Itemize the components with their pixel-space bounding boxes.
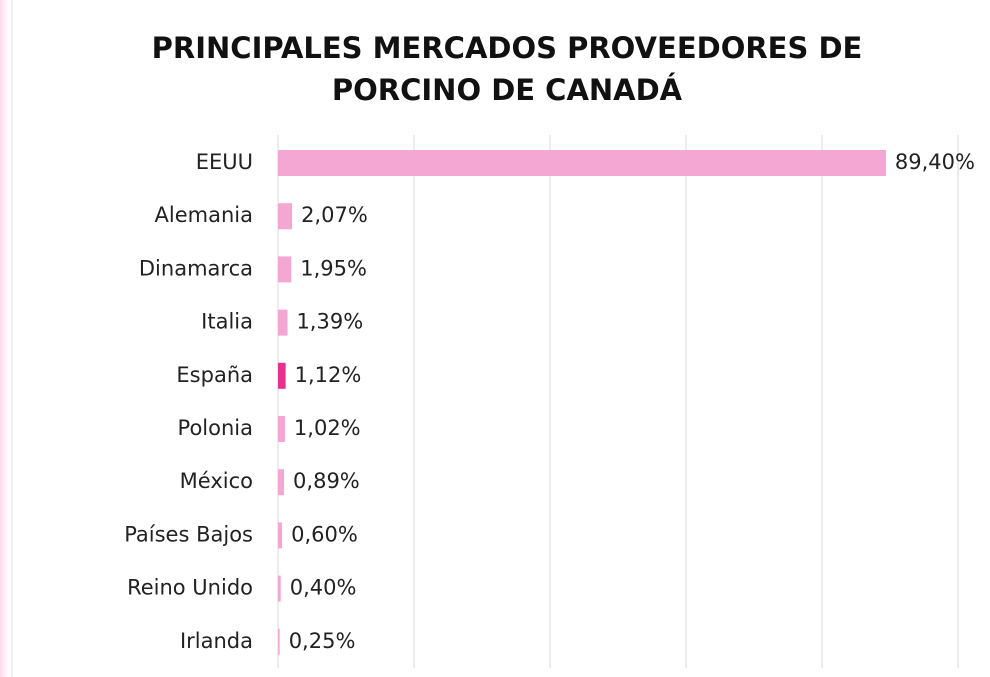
y-tick-label: España (176, 363, 253, 387)
y-tick-label: EEUU (196, 150, 253, 174)
y-tick-label: México (180, 469, 253, 493)
data-label: 1,39% (296, 310, 363, 334)
bar (278, 256, 292, 283)
bar (278, 416, 285, 442)
data-label: 1,02% (294, 416, 361, 440)
chart-title: PRINCIPALES MERCADOS PROVEEDORES DE (152, 31, 863, 65)
bar (278, 575, 281, 602)
data-label: 0,60% (291, 522, 358, 546)
data-label: 1,12% (295, 363, 362, 387)
data-label: 0,40% (290, 576, 357, 600)
y-tick-label: Dinamarca (139, 256, 253, 280)
data-label: 0,25% (289, 629, 356, 653)
bar (278, 522, 283, 549)
data-label: 2,07% (301, 203, 368, 227)
y-tick-label: Reino Unido (127, 576, 253, 600)
data-label: 0,89% (293, 469, 360, 493)
edge-decoration (0, 0, 14, 677)
y-tick-label: Países Bajos (124, 522, 253, 546)
chart-title: PORCINO DE CANADÁ (332, 73, 683, 107)
bar (278, 150, 886, 176)
bar (278, 469, 285, 496)
data-label: 1,95% (300, 256, 367, 280)
bar (278, 362, 286, 389)
y-tick-label: Alemania (155, 203, 253, 227)
bar (278, 309, 288, 336)
bar (278, 203, 293, 230)
y-tick-label: Irlanda (180, 629, 253, 653)
y-tick-label: Italia (201, 310, 253, 334)
y-tick-label: Polonia (178, 416, 253, 440)
data-label: 89,40% (895, 150, 975, 174)
bar (278, 628, 280, 655)
